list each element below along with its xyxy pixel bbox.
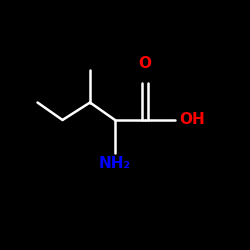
Text: OH: OH xyxy=(179,112,204,127)
Text: NH₂: NH₂ xyxy=(99,156,131,171)
Text: O: O xyxy=(138,56,151,71)
